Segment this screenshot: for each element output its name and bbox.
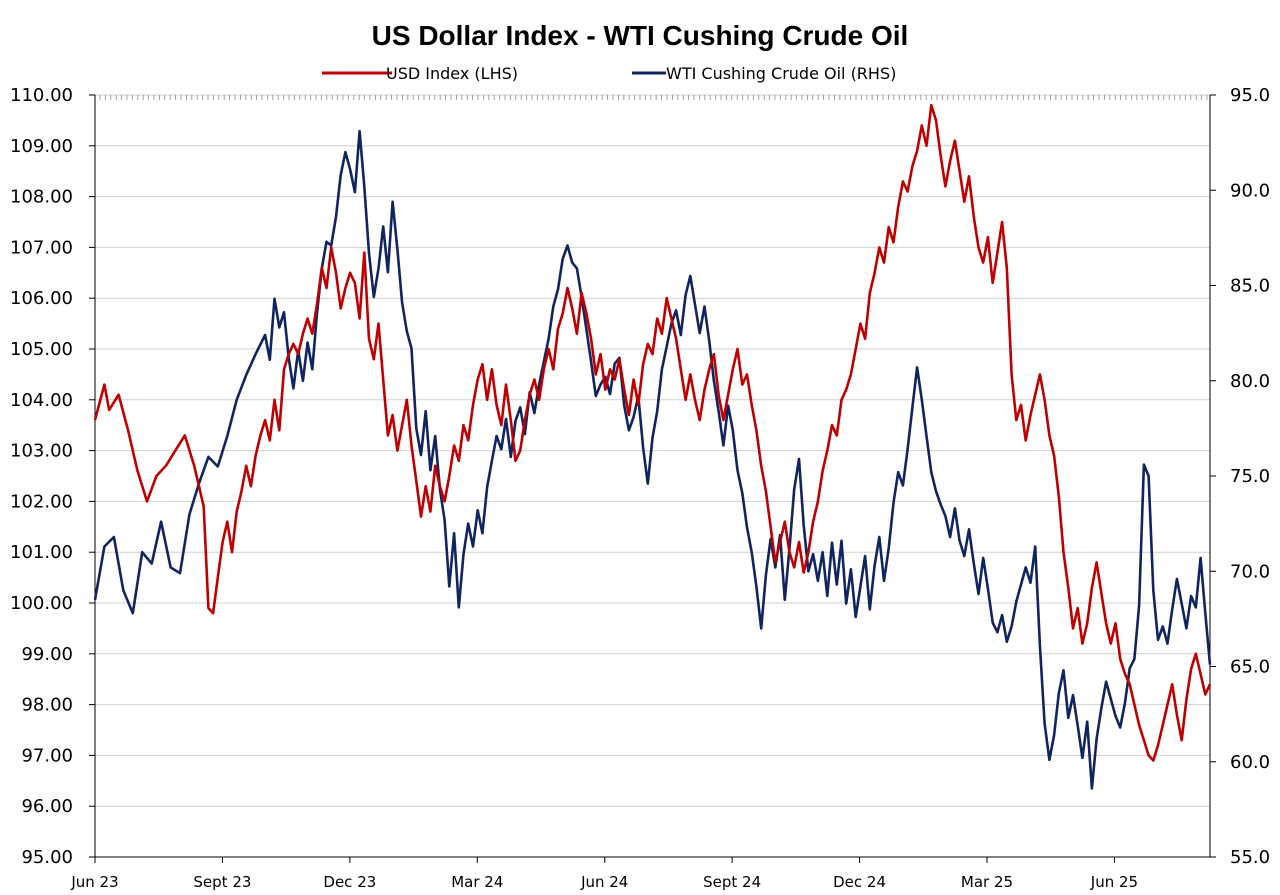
x-tick-label: Mar 25 bbox=[961, 873, 1013, 891]
left-tick-label: 109.00 bbox=[10, 136, 73, 157]
x-axis-ticks: Jun 23 Sept 23 Dec 23 Mar 24 Jun 24 Sept 24 De… bbox=[70, 857, 1138, 891]
right-tick-label: 60.0 bbox=[1230, 752, 1270, 773]
series-line-usd-index bbox=[93, 103, 1212, 762]
right-axis-ticks: 55.0 60.0 65.0 70.0 75.0 80.0 85.0 90.0 95.0 bbox=[1210, 85, 1270, 868]
left-tick-label: 110.00 bbox=[10, 85, 73, 106]
left-axis-ticks: 95.00 96.00 97.00 98.00 99.00 100.00 101.00 102… bbox=[10, 85, 95, 868]
left-tick-label: 95.00 bbox=[21, 847, 73, 868]
series-line-wti-crude bbox=[93, 129, 1212, 790]
left-tick-label: 100.00 bbox=[10, 593, 73, 614]
left-tick-label: 107.00 bbox=[10, 237, 73, 258]
left-tick-label: 106.00 bbox=[10, 288, 73, 309]
x-tick-label: Jun 25 bbox=[1090, 873, 1138, 891]
x-tick-label: Jun 24 bbox=[580, 873, 628, 891]
left-tick-label: 102.00 bbox=[10, 491, 73, 512]
chart-title: US Dollar Index - WTI Cushing Crude Oil bbox=[372, 20, 909, 51]
x-tick-label: Sept 24 bbox=[703, 873, 761, 891]
x-tick-label: Sept 23 bbox=[193, 873, 251, 891]
left-tick-label: 103.00 bbox=[10, 441, 73, 462]
right-tick-label: 85.0 bbox=[1230, 276, 1270, 297]
legend-label-usd: USD Index (LHS) bbox=[386, 64, 518, 83]
series-lines bbox=[93, 103, 1212, 790]
right-tick-label: 90.0 bbox=[1230, 180, 1270, 201]
right-tick-label: 70.0 bbox=[1230, 561, 1270, 582]
x-tick-label: Jun 23 bbox=[70, 873, 118, 891]
right-tick-label: 75.0 bbox=[1230, 466, 1270, 487]
left-tick-label: 97.00 bbox=[21, 745, 73, 766]
right-tick-label: 95.0 bbox=[1230, 85, 1270, 106]
axes bbox=[94, 95, 1211, 858]
x-tick-label: Mar 24 bbox=[451, 873, 503, 891]
left-tick-label: 96.00 bbox=[21, 796, 73, 817]
x-tick-label: Dec 24 bbox=[833, 873, 886, 891]
right-tick-label: 65.0 bbox=[1230, 657, 1270, 678]
legend: USD Index (LHS) WTI Cushing Crude Oil (R… bbox=[322, 64, 896, 83]
left-tick-label: 105.00 bbox=[10, 339, 73, 360]
right-tick-label: 80.0 bbox=[1230, 371, 1270, 392]
left-tick-label: 108.00 bbox=[10, 187, 73, 208]
left-tick-label: 99.00 bbox=[21, 644, 73, 665]
x-tick-label: Dec 23 bbox=[323, 873, 376, 891]
left-tick-label: 101.00 bbox=[10, 542, 73, 563]
legend-label-wti: WTI Cushing Crude Oil (RHS) bbox=[666, 64, 896, 83]
left-tick-label: 98.00 bbox=[21, 695, 73, 716]
left-tick-label: 104.00 bbox=[10, 390, 73, 411]
right-tick-label: 55.0 bbox=[1230, 847, 1270, 868]
